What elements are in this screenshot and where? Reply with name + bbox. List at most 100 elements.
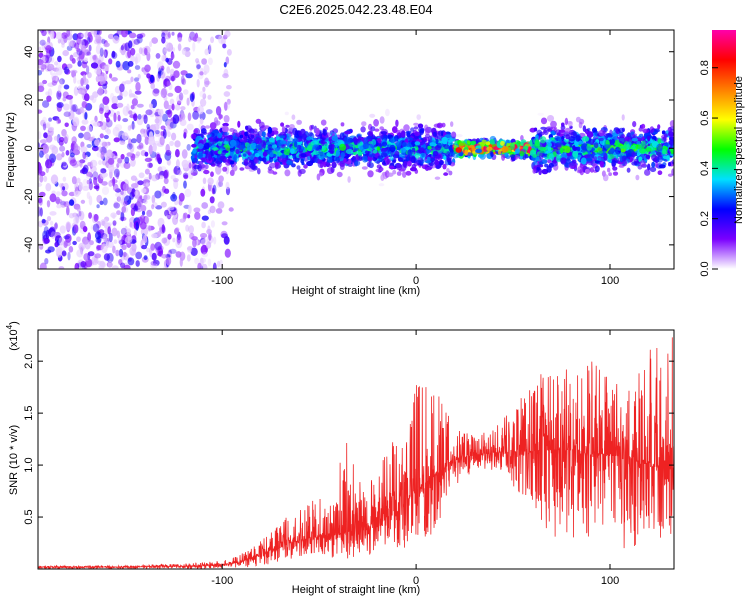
- heatmap-cell: [93, 176, 98, 186]
- heatmap-cell: [589, 138, 595, 145]
- heatmap-cell: [584, 168, 590, 174]
- heatmap-cell: [155, 205, 163, 210]
- heatmap-cell: [103, 134, 109, 140]
- heatmap-cell: [195, 58, 200, 64]
- heatmap-cell: [151, 194, 156, 204]
- heatmap-cell: [59, 225, 66, 234]
- heatmap-cell: [181, 78, 187, 86]
- heatmap-cell: [117, 194, 125, 204]
- heatmap-cell: [642, 128, 650, 134]
- heatmap-cell: [129, 143, 135, 153]
- heatmap-cell: [222, 43, 227, 49]
- heatmap-cell: [298, 131, 302, 136]
- heatmap-cell: [94, 139, 100, 147]
- heatmap-cell: [95, 68, 101, 76]
- heatmap-cell: [127, 125, 132, 131]
- heatmap-cell: [106, 252, 114, 263]
- heatmap-cell: [344, 130, 351, 135]
- heatmap-cell: [464, 149, 469, 156]
- heatmap-cell: [141, 211, 146, 216]
- heatmap-cell: [376, 160, 381, 165]
- heatmap-cell: [300, 158, 305, 164]
- heatmap-cell: [96, 204, 100, 209]
- heatmap-cell: [73, 216, 80, 225]
- heatmap-cell: [165, 214, 172, 219]
- heatmap-cell: [62, 103, 70, 111]
- heatmap-cell: [231, 164, 238, 172]
- heatmap-cell: [101, 38, 106, 45]
- heatmap-cell: [408, 155, 416, 163]
- heatmap-cell: [610, 147, 615, 154]
- heatmap-cell: [217, 260, 221, 268]
- heatmap-cell: [475, 148, 482, 154]
- heatmap-cell: [144, 151, 149, 157]
- heatmap-cell: [130, 55, 136, 63]
- heatmap-cell: [39, 207, 43, 217]
- heatmap-cell: [196, 78, 200, 88]
- heatmap-cell: [68, 110, 75, 120]
- heatmap-cell: [389, 144, 396, 152]
- heatmap-cell: [357, 136, 362, 140]
- heatmap-cell: [166, 66, 171, 74]
- heatmap-cell: [204, 80, 211, 85]
- heatmap-cell: [576, 146, 581, 152]
- heatmap-cell: [163, 177, 169, 185]
- heatmap-cell: [97, 59, 102, 65]
- heatmap-cell: [202, 263, 208, 269]
- heatmap-cell: [45, 229, 50, 239]
- heatmap-cell: [107, 226, 111, 235]
- heatmap-cell: [424, 124, 429, 132]
- heatmap-cell: [501, 153, 506, 161]
- snr-panel: -100 0 100 0.51.01.52.0 Height of straight…: [5, 321, 675, 596]
- heatmap-cell: [38, 197, 43, 204]
- heatmap-cell: [209, 205, 216, 214]
- heatmap-cell: [368, 130, 374, 137]
- heatmap-cell: [644, 169, 651, 176]
- heatmap-cell: [72, 212, 78, 218]
- heatmap-cell: [268, 137, 275, 143]
- heatmap-cell: [274, 161, 280, 166]
- heatmap-cell: [167, 109, 173, 118]
- heatmap-cell: [283, 148, 290, 156]
- heatmap-cell: [405, 170, 412, 176]
- heatmap-cell: [434, 176, 441, 180]
- heatmap-cell: [174, 200, 179, 206]
- heatmap-cell: [39, 244, 44, 250]
- heatmap-cell: [120, 199, 124, 204]
- heatmap-cell: [94, 253, 102, 259]
- heatmap-cell: [547, 159, 552, 164]
- heatmap-cell: [279, 135, 285, 139]
- heatmap-cell: [122, 90, 128, 97]
- heatmap-cell: [121, 193, 130, 202]
- heatmap-cell: [190, 133, 197, 140]
- heatmap-cell: [191, 157, 198, 164]
- heatmap-cell: [235, 132, 240, 138]
- heatmap-cell: [612, 171, 619, 176]
- heatmap-cell: [251, 142, 257, 150]
- heatmap-cell: [162, 128, 167, 139]
- heatmap-cell: [471, 146, 476, 152]
- heatmap-cell: [630, 131, 635, 135]
- heatmap-cell: [224, 101, 228, 111]
- heatmap-cell: [70, 69, 78, 74]
- heatmap-cell: [212, 184, 217, 195]
- heatmap-cell: [390, 138, 395, 144]
- heatmap-cell: [146, 209, 153, 217]
- heatmap-cell: [565, 146, 571, 154]
- heatmap-cell: [115, 249, 120, 257]
- heatmap-cell: [319, 137, 326, 141]
- heatmap-cell: [121, 30, 128, 38]
- heatmap-cell: [113, 202, 120, 209]
- heatmap-cell: [257, 168, 261, 175]
- heatmap-cell: [100, 112, 104, 122]
- heatmap-cell: [498, 149, 502, 155]
- heatmap-cell: [122, 60, 130, 71]
- heatmap-cell: [245, 125, 252, 132]
- heatmap-cell: [376, 146, 381, 151]
- heatmap-cell: [82, 226, 88, 233]
- heatmap-cell: [668, 162, 672, 167]
- y-tick-label: 0.5: [23, 509, 35, 524]
- heatmap-cell: [101, 181, 108, 186]
- heatmap-cell: [87, 72, 92, 79]
